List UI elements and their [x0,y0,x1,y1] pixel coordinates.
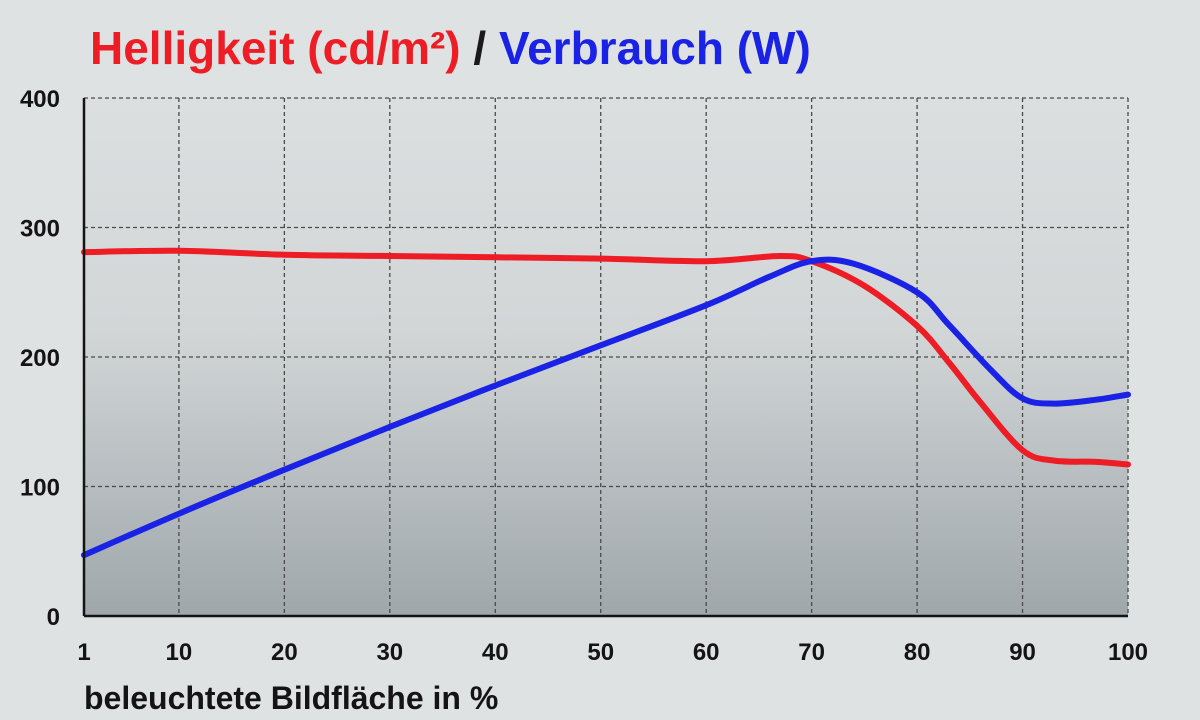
x-tick-label: 80 [904,639,931,666]
x-axis-title: beleuchtete Bildfläche in % [84,680,498,716]
chart-title: Helligkeit (cd/m²) / Verbrauch (W) [90,22,811,74]
x-tick-label: 20 [271,639,298,666]
title-part-brightness: Helligkeit (cd/m²) [90,22,461,74]
x-tick-label: 1 [77,639,90,666]
y-tick-label: 300 [20,216,60,243]
y-tick-labels: 0 100 200 300 400 [20,86,60,631]
x-tick-label: 100 [1108,639,1148,666]
x-tick-label: 50 [587,639,614,666]
series-line-brightness [81,247,1131,468]
y-tick-label: 200 [20,345,60,372]
x-tick-label: 60 [693,639,720,666]
title-part-consumption: Verbrauch (W) [499,22,811,74]
title-separator: / [461,22,499,74]
series-line-consumption [81,256,1131,559]
x-tick-label: 90 [1009,639,1036,666]
x-tick-label: 40 [482,639,509,666]
y-tick-label: 400 [20,86,60,113]
grid [84,97,1129,616]
x-tick-label: 30 [376,639,403,666]
x-tick-labels: 1 10 20 30 40 50 60 70 80 90 100 [77,639,1148,666]
x-tick-label: 10 [166,639,193,666]
series-lines [81,247,1131,559]
x-tick-label: 70 [798,639,825,666]
y-tick-label: 0 [47,604,60,631]
y-tick-label: 100 [20,475,60,502]
